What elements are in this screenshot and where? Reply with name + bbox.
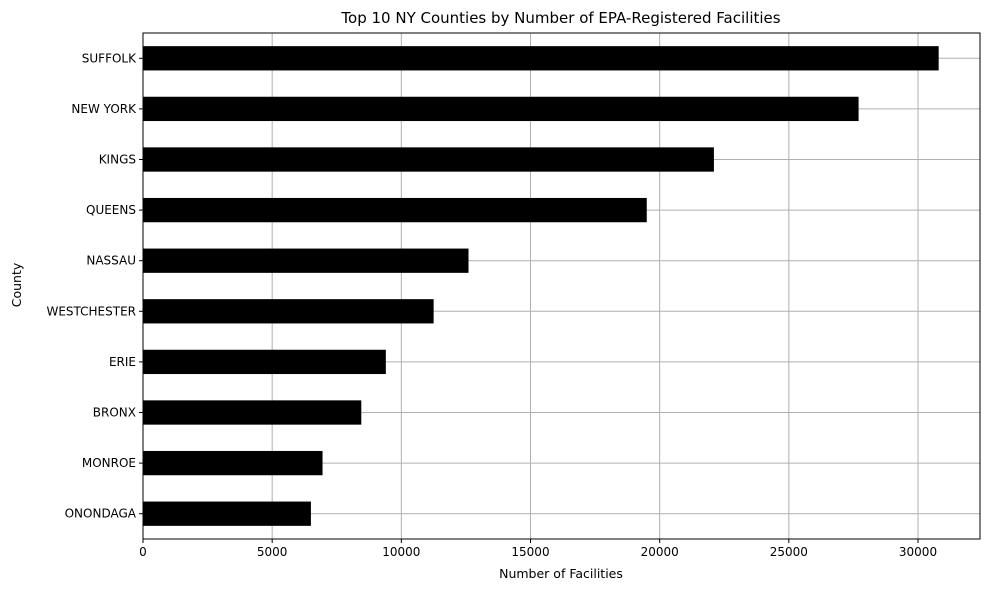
- x-tick-label: 20000: [641, 545, 679, 559]
- y-axis-label: County: [9, 262, 24, 307]
- bars: [143, 46, 939, 526]
- x-tick-label: 15000: [511, 545, 549, 559]
- x-tick-label: 0: [139, 545, 147, 559]
- bar-westchester: [143, 299, 434, 324]
- bar-kings: [143, 147, 714, 172]
- bar-nassau: [143, 248, 469, 273]
- y-tick-label: SUFFOLK: [82, 51, 137, 65]
- chart-title: Top 10 NY Counties by Number of EPA-Regi…: [340, 9, 780, 27]
- x-tick-label: 25000: [770, 545, 808, 559]
- bar-onondaga: [143, 501, 311, 526]
- x-tick-label: 30000: [899, 545, 937, 559]
- y-tick-label: WESTCHESTER: [46, 304, 136, 318]
- y-tick-label: BRONX: [93, 406, 136, 420]
- plot-frame: [142, 32, 981, 540]
- y-tick-label: ERIE: [109, 355, 136, 369]
- y-tick-label: NASSAU: [86, 254, 136, 268]
- bar-new-york: [143, 96, 859, 122]
- bar-bronx: [143, 400, 362, 425]
- y-tick-label: MONROE: [82, 456, 136, 470]
- y-axis-ticks: SUFFOLK NEW YORK KINGS QUEENS NASSAU WESTCHES…: [46, 51, 143, 521]
- y-tick-label: KINGS: [99, 153, 136, 167]
- bar-suffolk: [143, 46, 939, 71]
- bar-monroe: [143, 450, 323, 476]
- bar-erie: [143, 349, 386, 375]
- x-axis-label: Number of Facilities: [499, 566, 623, 581]
- bar-queens: [143, 197, 647, 223]
- y-tick-label: QUEENS: [86, 203, 136, 217]
- x-tick-label: 10000: [382, 545, 420, 559]
- x-axis-ticks: 0 5000 10000 15000 20000 25000 30000: [139, 539, 937, 559]
- y-tick-label: NEW YORK: [71, 102, 137, 116]
- x-tick-label: 5000: [257, 545, 288, 559]
- y-tick-label: ONONDAGA: [65, 507, 137, 521]
